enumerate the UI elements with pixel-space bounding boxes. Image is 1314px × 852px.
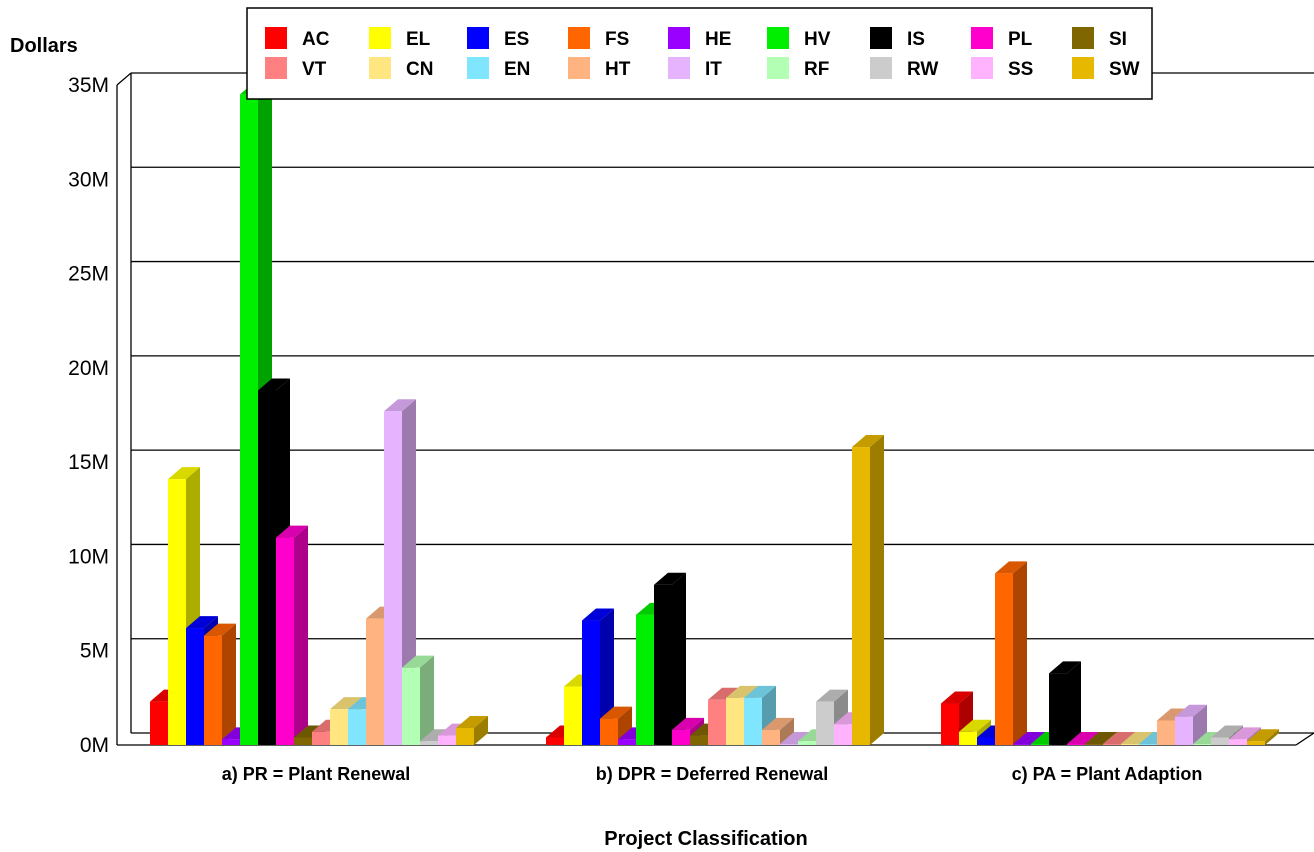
legend-swatch bbox=[467, 57, 489, 79]
category-label: c) PA = Plant Adaption bbox=[1012, 764, 1203, 784]
bar-rf bbox=[402, 655, 434, 745]
legend-swatch bbox=[1072, 57, 1094, 79]
y-axis-title: Dollars bbox=[10, 35, 78, 57]
legend-label: RW bbox=[907, 59, 938, 80]
legend-item-ht: HT bbox=[568, 57, 631, 80]
legend-swatch bbox=[767, 57, 789, 79]
y-tick-label: 0M bbox=[80, 734, 109, 757]
legend-swatch bbox=[265, 57, 287, 79]
legend-item-rf: RF bbox=[767, 57, 829, 80]
y-tick-label: 5M bbox=[80, 640, 109, 663]
legend-swatch bbox=[668, 57, 690, 79]
bar-fs bbox=[204, 623, 236, 745]
bar-it bbox=[384, 399, 416, 745]
legend-swatch bbox=[568, 57, 590, 79]
legend-label: VT bbox=[302, 59, 327, 80]
legend-item-he: HE bbox=[668, 27, 731, 50]
bar-is bbox=[1049, 661, 1081, 745]
legend-label: AC bbox=[302, 29, 330, 50]
legend-label: PL bbox=[1008, 29, 1033, 50]
legend-item-cn: CN bbox=[369, 57, 433, 80]
legend-swatch bbox=[971, 27, 993, 49]
legend-label: HE bbox=[705, 29, 731, 50]
legend-item-el: EL bbox=[369, 27, 431, 50]
x-axis-title: Project Classification bbox=[604, 828, 807, 850]
legend-swatch bbox=[265, 27, 287, 49]
legend-swatch bbox=[467, 27, 489, 49]
legend-label: FS bbox=[605, 29, 629, 50]
y-tick-label: 30M bbox=[68, 168, 109, 191]
legend-label: RF bbox=[804, 59, 829, 80]
legend: AC EL ES FS HE HV IS PL SI VT CN EN HT IT RF RW SS SW bbox=[246, 7, 1153, 100]
bar-sw bbox=[852, 435, 884, 745]
bar-series bbox=[150, 82, 1279, 745]
legend-label: EL bbox=[406, 29, 431, 50]
legend-label: IT bbox=[705, 59, 722, 80]
category-label: b) DPR = Deferred Renewal bbox=[596, 764, 829, 784]
legend-item-is: IS bbox=[870, 27, 925, 50]
legend-item-rw: RW bbox=[870, 57, 938, 80]
legend-swatch bbox=[369, 57, 391, 79]
legend-label: HV bbox=[804, 29, 831, 50]
y-tick-label: 10M bbox=[68, 545, 109, 568]
legend-item-hv: HV bbox=[767, 27, 831, 50]
legend-swatch bbox=[870, 57, 892, 79]
legend-label: SS bbox=[1008, 59, 1033, 80]
bar-pl bbox=[276, 525, 308, 745]
legend-item-fs: FS bbox=[568, 27, 629, 50]
bar-sw bbox=[456, 716, 488, 745]
bar-sw bbox=[1247, 729, 1279, 745]
category-label: a) PR = Plant Renewal bbox=[222, 764, 411, 784]
legend-label: IS bbox=[907, 29, 925, 50]
floor-edge bbox=[1295, 732, 1314, 746]
legend-swatch bbox=[767, 27, 789, 49]
legend-item-es: ES bbox=[467, 27, 529, 50]
legend-item-it: IT bbox=[668, 57, 722, 80]
legend-swatch bbox=[668, 27, 690, 49]
legend-label: ES bbox=[504, 29, 529, 50]
bar-fs bbox=[995, 561, 1027, 745]
legend-swatch bbox=[870, 27, 892, 49]
y-tick-label: 35M bbox=[68, 74, 109, 97]
legend-item-en: EN bbox=[467, 57, 530, 80]
wall-top-edge bbox=[116, 72, 132, 86]
category-labels: a) PR = Plant Renewal b) DPR = Deferred R… bbox=[222, 764, 1203, 784]
legend-item-ss: SS bbox=[971, 57, 1033, 80]
bar-is bbox=[654, 572, 686, 745]
legend-label: CN bbox=[406, 59, 433, 80]
y-tick-label: 15M bbox=[68, 451, 109, 474]
legend-label: HT bbox=[605, 59, 631, 80]
legend-swatch bbox=[1072, 27, 1094, 49]
legend-item-vt: VT bbox=[265, 57, 327, 80]
legend-swatch bbox=[369, 27, 391, 49]
legend-label: EN bbox=[504, 59, 530, 80]
legend-swatch bbox=[971, 57, 993, 79]
legend-item-sw: SW bbox=[1072, 57, 1140, 80]
legend-swatch bbox=[568, 27, 590, 49]
bar-ht bbox=[762, 717, 794, 745]
legend-item-ac: AC bbox=[265, 27, 330, 50]
legend-label: SW bbox=[1109, 59, 1140, 80]
legend-label: SI bbox=[1109, 29, 1127, 50]
y-tick-label: 25M bbox=[68, 263, 109, 286]
legend-item-si: SI bbox=[1072, 27, 1127, 50]
legend-item-pl: PL bbox=[971, 27, 1033, 50]
y-axis-ticks: 0M 5M 10M 15M 20M 25M 30M 35M bbox=[68, 74, 109, 757]
bar-it bbox=[1175, 704, 1207, 745]
legend-box bbox=[246, 7, 1153, 100]
y-tick-label: 20M bbox=[68, 357, 109, 380]
